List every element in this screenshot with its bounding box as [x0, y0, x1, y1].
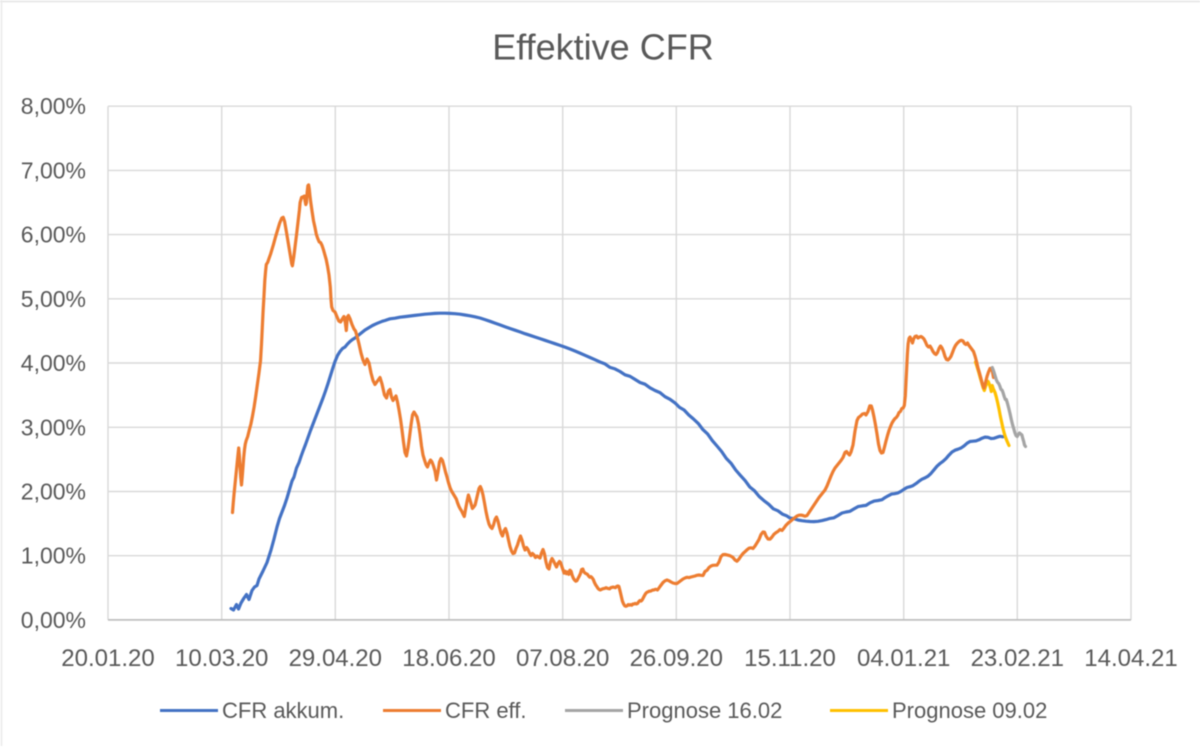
svg-text:8,00%: 8,00% — [21, 93, 86, 119]
svg-text:4,00%: 4,00% — [21, 350, 86, 376]
svg-text:10.03.20: 10.03.20 — [175, 645, 268, 672]
svg-text:14.04.21: 14.04.21 — [1084, 645, 1177, 672]
svg-text:1,00%: 1,00% — [21, 543, 86, 569]
svg-text:29.04.20: 29.04.20 — [289, 645, 382, 672]
svg-text:6,00%: 6,00% — [21, 222, 86, 248]
svg-text:3,00%: 3,00% — [21, 414, 86, 440]
svg-text:5,00%: 5,00% — [21, 286, 86, 312]
svg-text:23.02.21: 23.02.21 — [971, 645, 1064, 672]
svg-text:Effektive CFR: Effektive CFR — [492, 27, 713, 68]
svg-text:7,00%: 7,00% — [21, 157, 86, 183]
svg-text:07.08.20: 07.08.20 — [516, 645, 609, 672]
svg-text:CFR akkum.: CFR akkum. — [222, 698, 344, 723]
svg-text:Prognose 09.02: Prognose 09.02 — [892, 698, 1047, 723]
svg-text:15.11.20: 15.11.20 — [744, 645, 836, 672]
svg-text:2,00%: 2,00% — [21, 479, 86, 505]
svg-text:Prognose 16.02: Prognose 16.02 — [627, 698, 782, 723]
svg-text:04.01.21: 04.01.21 — [857, 645, 950, 672]
svg-text:26.09.20: 26.09.20 — [630, 645, 723, 672]
svg-text:0,00%: 0,00% — [21, 607, 86, 633]
svg-text:CFR eff.: CFR eff. — [445, 698, 527, 723]
svg-text:20.01.20: 20.01.20 — [61, 645, 154, 672]
svg-text:18.06.20: 18.06.20 — [402, 645, 495, 672]
